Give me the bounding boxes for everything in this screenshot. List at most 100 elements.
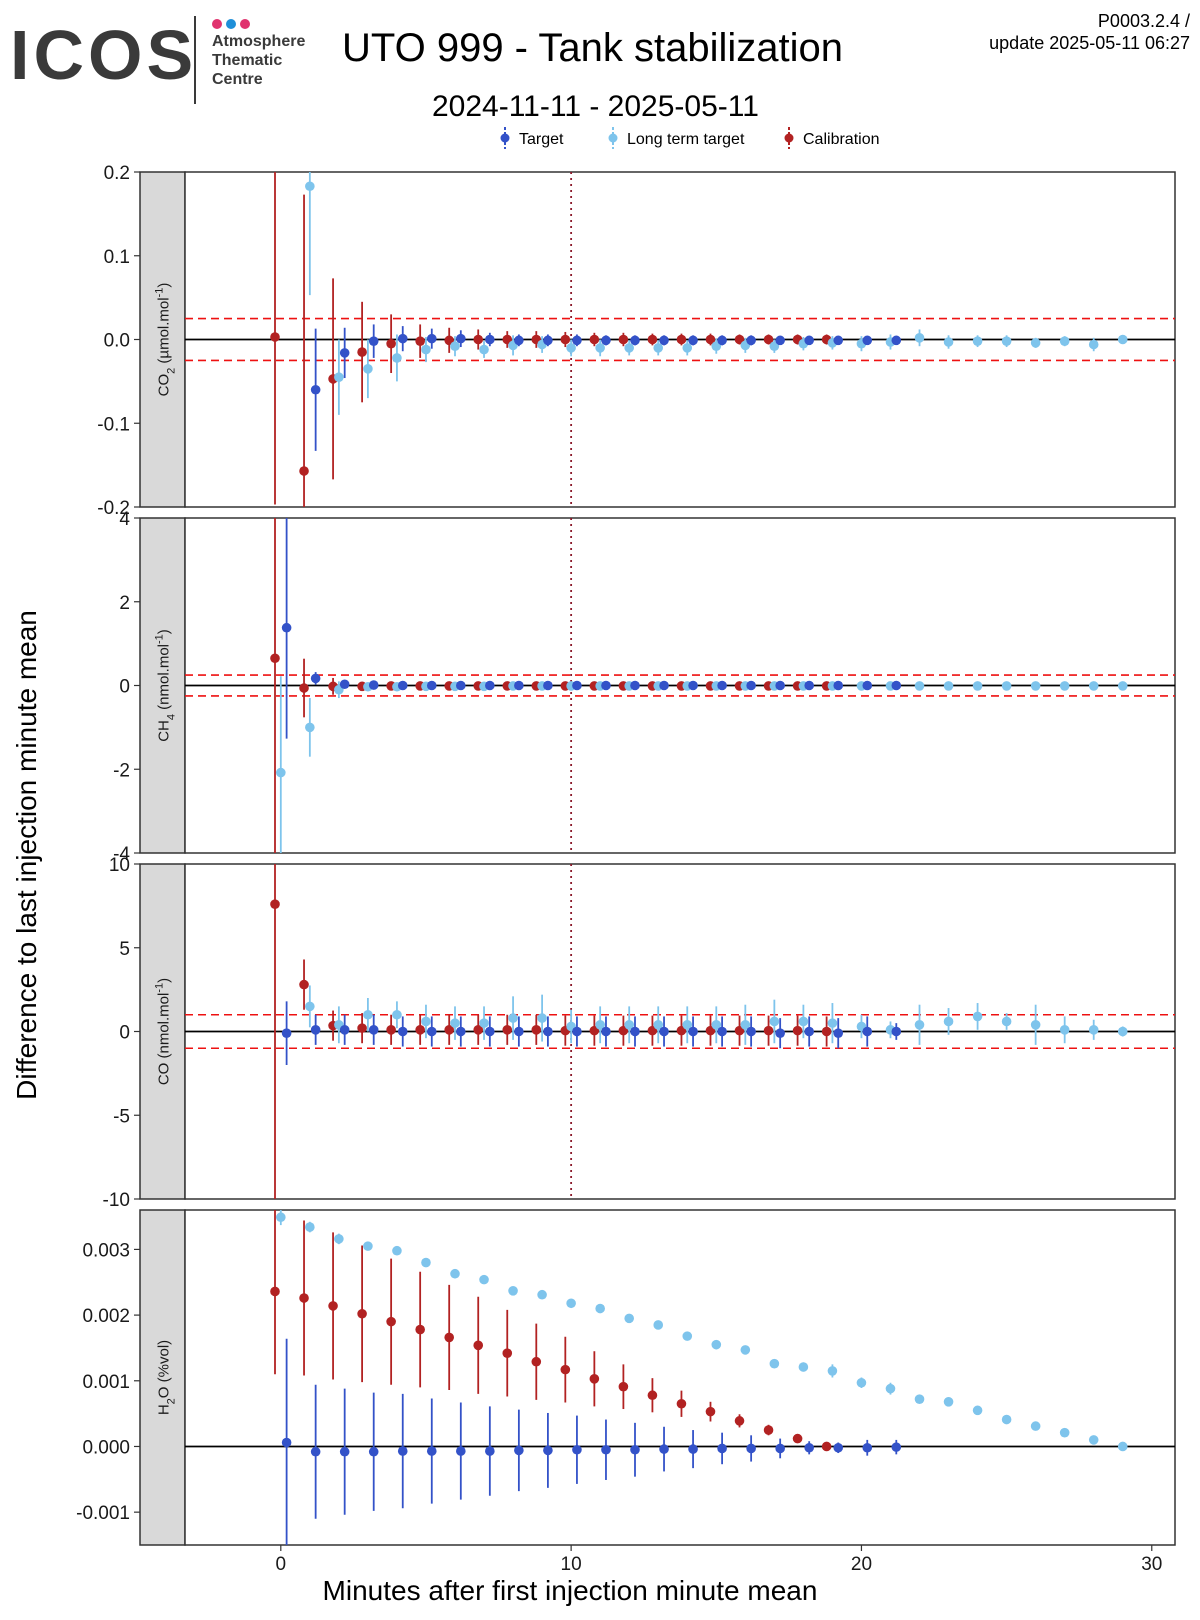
series-target (310, 324, 902, 451)
y-tick-label: -5 (113, 1106, 130, 1127)
data-point (717, 335, 727, 346)
data-point (444, 335, 454, 346)
data-point (421, 1016, 431, 1027)
data-point (415, 1025, 425, 1035)
data-point (1059, 336, 1070, 346)
data-point (624, 1020, 634, 1030)
data-point (421, 344, 431, 355)
data-point (821, 1441, 832, 1452)
data-point (508, 1013, 518, 1023)
data-point (624, 343, 634, 353)
data-point (1059, 681, 1070, 691)
data-point (473, 334, 484, 345)
series-calibration (270, 172, 832, 507)
data-point (798, 1362, 809, 1372)
series-target (281, 1338, 902, 1545)
data-point (711, 1339, 722, 1350)
y-tick-label: -2 (113, 760, 130, 781)
data-point (618, 1381, 629, 1392)
data-point (804, 1442, 814, 1453)
data-point (334, 1234, 344, 1244)
y-tick-label: 0.2 (104, 163, 130, 184)
data-point (531, 1025, 542, 1035)
data-point (479, 1018, 489, 1028)
data-point (943, 337, 954, 347)
data-point (676, 1398, 687, 1409)
data-point (543, 335, 553, 346)
data-point (310, 1446, 321, 1457)
data-point (647, 1025, 658, 1036)
data-point (328, 1301, 338, 1311)
data-point (560, 334, 571, 345)
data-point (305, 1222, 315, 1232)
data-point (1030, 1020, 1041, 1030)
data-point (914, 681, 925, 691)
logo-sub-line: Thematic (212, 52, 283, 69)
data-point (833, 1028, 844, 1038)
data-point (281, 622, 292, 633)
data-point (653, 1020, 664, 1030)
data-point (368, 1025, 379, 1035)
data-point (310, 384, 321, 395)
data-point (368, 336, 379, 346)
data-point (688, 1026, 698, 1037)
data-point (1001, 1414, 1012, 1425)
data-point (270, 1286, 280, 1297)
data-point (456, 1026, 466, 1037)
data-point (479, 1274, 489, 1285)
series-target (281, 518, 902, 739)
data-point (740, 1020, 751, 1030)
data-point (421, 1257, 431, 1268)
data-point (769, 341, 780, 352)
data-point (299, 466, 309, 476)
legend-key-point (784, 133, 794, 143)
data-point (618, 1025, 629, 1036)
data-point (473, 1025, 484, 1035)
data-point (659, 680, 669, 691)
legend-entry: Calibration (784, 127, 879, 149)
data-point (630, 335, 640, 346)
data-point (514, 1445, 524, 1456)
version-line: P0003.2.4 / (1097, 11, 1190, 31)
data-point (595, 343, 605, 353)
y-tick-label: 0 (119, 1023, 130, 1044)
data-point (705, 1025, 716, 1036)
data-point (647, 334, 658, 345)
data-point (717, 1443, 727, 1454)
data-point (601, 1026, 611, 1037)
data-point (1117, 1026, 1128, 1037)
data-point (415, 336, 425, 346)
data-point (763, 1025, 774, 1036)
series-calibration (270, 864, 832, 1199)
data-point (734, 1416, 745, 1426)
data-point (502, 1025, 513, 1035)
series-calibration (270, 1210, 832, 1452)
x-tick-label: 0 (276, 1554, 287, 1575)
data-point (833, 680, 844, 691)
y-tick-label: 4 (119, 509, 130, 530)
data-point (339, 679, 350, 690)
data-point (572, 680, 582, 691)
icos-logo: ICOS (10, 16, 198, 94)
data-point (537, 1013, 547, 1023)
logo-subtitle: Atmosphere Thematic Centre (212, 32, 305, 89)
data-point (1001, 681, 1012, 691)
logo-sub-line: Centre (212, 71, 263, 88)
x-tick-label: 30 (1141, 1554, 1162, 1575)
data-point (368, 680, 379, 690)
data-point (444, 1332, 454, 1343)
data-point (299, 979, 309, 990)
data-point (601, 335, 611, 346)
data-point (972, 1405, 983, 1416)
data-point (676, 1025, 687, 1036)
data-point (1117, 681, 1128, 691)
data-point (943, 1016, 954, 1027)
panel-label: H2O (%vol) (156, 1340, 178, 1415)
data-point (682, 343, 693, 353)
x-tick-label: 10 (561, 1554, 582, 1575)
data-point (508, 1285, 518, 1296)
data-point (775, 335, 785, 346)
data-point (827, 1018, 838, 1028)
data-point (339, 1446, 350, 1457)
